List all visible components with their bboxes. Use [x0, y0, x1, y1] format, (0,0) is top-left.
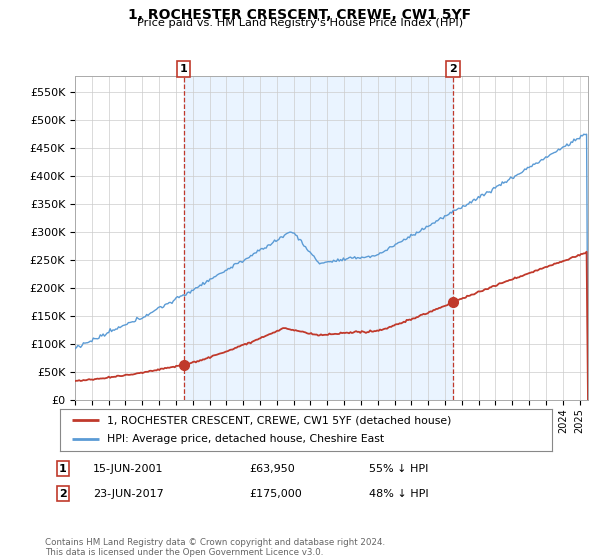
Text: 1, ROCHESTER CRESCENT, CREWE, CW1 5YF: 1, ROCHESTER CRESCENT, CREWE, CW1 5YF	[128, 8, 472, 22]
Text: Price paid vs. HM Land Registry's House Price Index (HPI): Price paid vs. HM Land Registry's House …	[137, 18, 463, 29]
Text: £175,000: £175,000	[249, 489, 302, 499]
Text: 2: 2	[59, 489, 67, 499]
Text: Contains HM Land Registry data © Crown copyright and database right 2024.
This d: Contains HM Land Registry data © Crown c…	[45, 538, 385, 557]
Text: 15-JUN-2001: 15-JUN-2001	[93, 464, 163, 474]
Bar	[184, 76, 453, 400]
Text: £63,950: £63,950	[249, 464, 295, 474]
Text: 2: 2	[449, 64, 457, 74]
Text: 55% ↓ HPI: 55% ↓ HPI	[369, 464, 428, 474]
Text: HPI: Average price, detached house, Cheshire East: HPI: Average price, detached house, Ches…	[107, 435, 384, 445]
Text: 1: 1	[59, 464, 67, 474]
Text: 1: 1	[180, 64, 188, 74]
Text: 23-JUN-2017: 23-JUN-2017	[93, 489, 164, 499]
Text: 1, ROCHESTER CRESCENT, CREWE, CW1 5YF (detached house): 1, ROCHESTER CRESCENT, CREWE, CW1 5YF (d…	[107, 415, 451, 425]
Text: 48% ↓ HPI: 48% ↓ HPI	[369, 489, 428, 499]
